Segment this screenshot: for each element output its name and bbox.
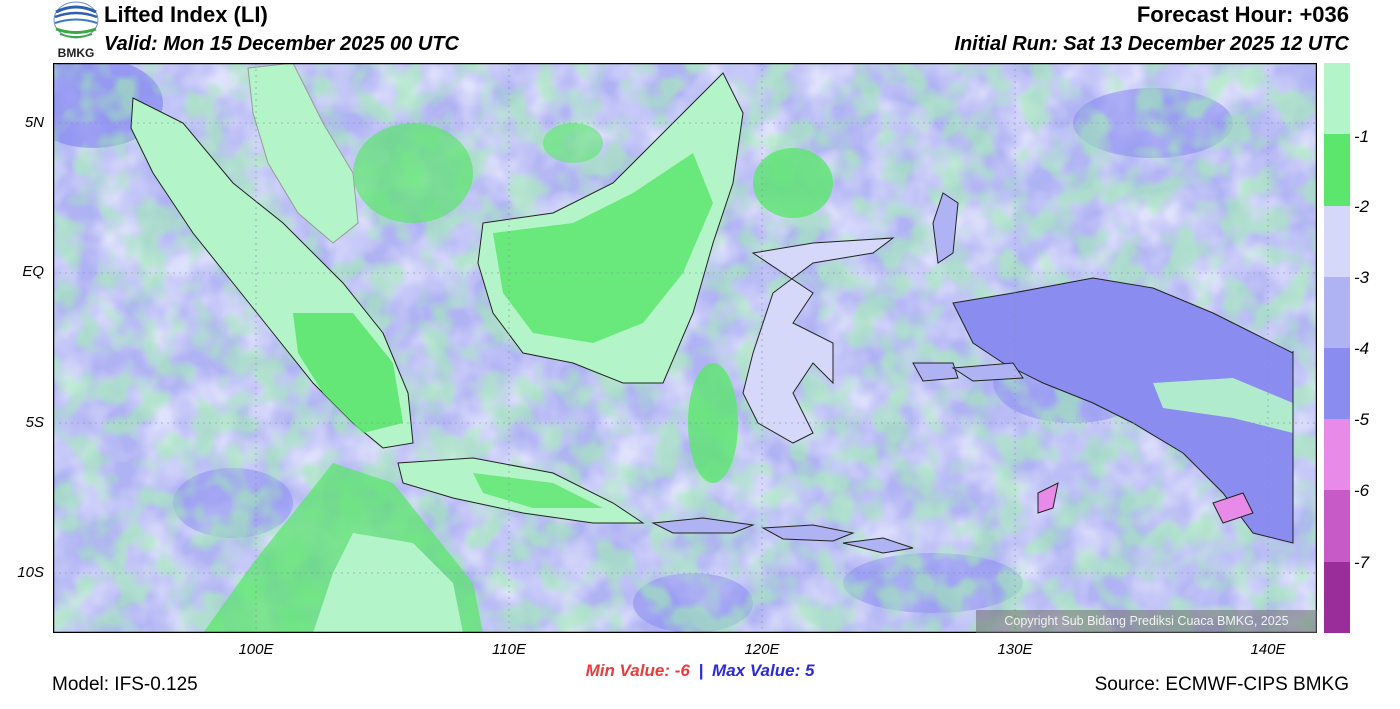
- max-label: Max Value:: [712, 661, 801, 680]
- colorbar-swatch: [1324, 562, 1350, 633]
- min-label: Min Value:: [585, 661, 670, 680]
- max-value: 5: [804, 661, 815, 680]
- logo-text: BMKG: [58, 46, 95, 60]
- copyright-notice: Copyright Sub Bidang Prediksi Cuaca BMKG…: [976, 610, 1317, 633]
- colorbar-swatch: [1324, 63, 1350, 134]
- colorbar-swatch: [1324, 134, 1350, 206]
- model-info: Model: IFS-0.125: [52, 674, 198, 695]
- x-tick-100e: 100E: [238, 641, 274, 658]
- y-tick-5n: 5N: [24, 114, 44, 131]
- initial-run: Initial Run: Sat 13 December 2025 12 UTC: [954, 33, 1349, 55]
- colorbar-label: -5: [1354, 410, 1370, 429]
- y-tick-5s: 5S: [25, 414, 44, 431]
- y-tick-eq: EQ: [22, 263, 44, 280]
- x-tick-110e: 110E: [492, 641, 526, 658]
- y-tick-10s: 10S: [17, 564, 44, 581]
- colorbar-swatch: [1324, 348, 1350, 419]
- x-tick-140e: 140E: [1250, 641, 1286, 658]
- colorbar-label: -3: [1354, 268, 1370, 287]
- colorbar-label: -2: [1354, 197, 1370, 216]
- source-info: Source: ECMWF-CIPS BMKG: [1094, 674, 1349, 695]
- colorbar-swatch: [1324, 490, 1350, 562]
- lifted-index-map: [47, 62, 1318, 634]
- colorbar-swatch: [1324, 419, 1350, 490]
- colorbar-label: -6: [1354, 481, 1370, 500]
- min-value: -6: [674, 661, 690, 680]
- colorbar-label: -7: [1354, 553, 1370, 572]
- page-title: Lifted Index (LI): [104, 2, 268, 27]
- colorbar-label: -4: [1354, 339, 1370, 358]
- min-max-separator: |: [698, 661, 704, 680]
- colorbar: [1324, 63, 1350, 633]
- x-tick-120e: 120E: [744, 641, 780, 658]
- colorbar-swatch: [1324, 277, 1350, 348]
- colorbar-label: -1: [1354, 127, 1370, 146]
- valid-time: Valid: Mon 15 December 2025 00 UTC: [104, 33, 459, 55]
- x-tick-130e: 130E: [997, 641, 1033, 658]
- bmkg-logo: BMKG: [52, 0, 100, 60]
- forecast-hour: Forecast Hour: +036: [1136, 2, 1349, 27]
- colorbar-swatch: [1324, 206, 1350, 277]
- min-max-values: Min Value: -6 | Max Value: 5: [0, 661, 1400, 681]
